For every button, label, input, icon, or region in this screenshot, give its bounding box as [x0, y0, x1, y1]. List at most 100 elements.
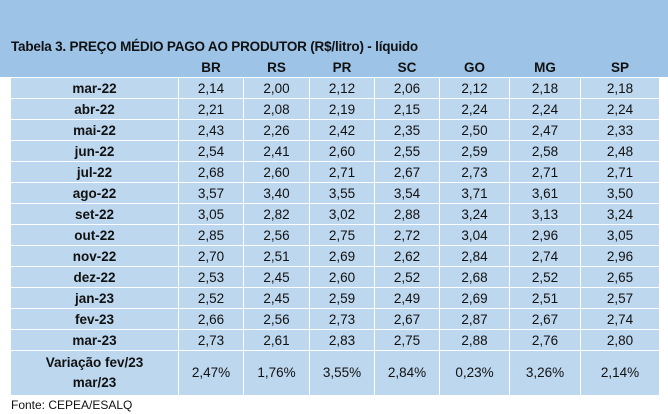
price-cell: 2,73 [178, 329, 244, 351]
price-cell: 2,83 [309, 329, 375, 351]
price-cell: 2,87 [439, 308, 510, 330]
price-cell: 3,05 [580, 224, 660, 246]
price-cell: 2,75 [309, 224, 375, 246]
row-label: out-22 [10, 224, 179, 246]
price-cell: 2,88 [439, 329, 510, 351]
price-cell: 3,04 [439, 224, 510, 246]
column-header-br: BR [201, 60, 221, 75]
price-cell: 2,67 [509, 308, 581, 330]
price-table: BR RS PR SC GO MG SP mar-22 2,14 2,00 2,12 2,06 2,1… [10, 58, 660, 396]
price-cell: 2,72 [374, 224, 440, 246]
price-cell: 2,12 [439, 77, 510, 99]
price-cell: 2,68 [439, 266, 510, 288]
price-cell: 2,41 [243, 140, 310, 162]
column-header-sc: SC [397, 60, 417, 75]
row-label: jul-22 [10, 161, 179, 183]
table-row: set-22 3,05 2,82 3,02 2,88 3,24 3,13 3,24 [10, 203, 660, 225]
price-cell: 2,21 [178, 98, 244, 120]
table-row: jun-22 2,54 2,41 2,60 2,55 2,59 2,58 2,48 [10, 140, 660, 162]
table-row: out-22 2,85 2,56 2,75 2,72 3,04 2,96 3,05 [10, 224, 660, 246]
price-cell: 2,26 [243, 119, 310, 141]
price-cell: 2,71 [509, 161, 581, 183]
price-cell: 2,88 [374, 203, 440, 225]
price-cell: 2,33 [580, 119, 660, 141]
price-cell: 2,65 [580, 266, 660, 288]
price-cell: 2,43 [178, 119, 244, 141]
price-cell: 2,45 [243, 287, 310, 309]
row-label: mar-22 [10, 77, 179, 99]
price-cell: 2,76 [509, 329, 581, 351]
row-label: jan-23 [10, 287, 179, 309]
variation-row: Variação fev/23 mar/23 2,47% 1,76% 3,55% 2,84… [10, 350, 660, 396]
table-row: mar-23 2,73 2,61 2,83 2,75 2,88 2,76 2,80 [10, 329, 660, 351]
price-cell: 3,55 [309, 182, 375, 204]
price-cell: 3,02 [309, 203, 375, 225]
price-cell: 2,60 [309, 266, 375, 288]
price-cell: 2,67 [374, 161, 440, 183]
table-row: mar-22 2,14 2,00 2,12 2,06 2,12 2,18 2,18 [10, 77, 660, 99]
price-cell: 2,59 [309, 287, 375, 309]
price-cell: 2,19 [309, 98, 375, 120]
column-header-pr: PR [332, 60, 352, 75]
price-cell: 2,85 [178, 224, 244, 246]
price-cell: 2,62 [374, 245, 440, 267]
price-cell: 2,57 [580, 287, 660, 309]
price-cell: 2,69 [309, 245, 375, 267]
price-cell: 2,60 [243, 161, 310, 183]
row-label: ago-22 [10, 182, 179, 204]
table-row: jan-23 2,52 2,45 2,59 2,49 2,69 2,51 2,57 [10, 287, 660, 309]
price-cell: 3,05 [178, 203, 244, 225]
price-cell: 2,66 [178, 308, 244, 330]
row-label: mai-22 [10, 119, 179, 141]
table-row: fev-23 2,66 2,56 2,73 2,67 2,87 2,67 2,74 [10, 308, 660, 330]
price-cell: 3,50 [580, 182, 660, 204]
column-header-sp: SP [610, 60, 629, 75]
price-cell: 2,52 [178, 287, 244, 309]
price-cell: 2,55 [374, 140, 440, 162]
column-header-go: GO [463, 60, 485, 75]
price-cell: 2,52 [509, 266, 581, 288]
price-cell: 2,67 [374, 308, 440, 330]
price-cell: 2,54 [178, 140, 244, 162]
price-cell: 2,45 [243, 266, 310, 288]
variation-cell: 2,47% [178, 350, 244, 396]
price-cell: 2,84 [439, 245, 510, 267]
variation-cell: 2,14% [580, 350, 660, 396]
table-row: mai-22 2,43 2,26 2,42 2,35 2,50 2,47 2,33 [10, 119, 660, 141]
row-label: abr-22 [10, 98, 179, 120]
header-row: BR RS PR SC GO MG SP [11, 58, 660, 78]
table-row: jul-22 2,68 2,60 2,71 2,67 2,73 2,71 2,71 [10, 161, 660, 183]
price-cell: 2,24 [580, 98, 660, 120]
price-cell: 2,06 [374, 77, 440, 99]
row-label: jun-22 [10, 140, 179, 162]
price-cell: 2,53 [178, 266, 244, 288]
variation-cell: 0,23% [439, 350, 510, 396]
price-cell: 2,18 [509, 77, 581, 99]
row-label: set-22 [10, 203, 179, 225]
price-cell: 3,24 [580, 203, 660, 225]
price-cell: 2,69 [439, 287, 510, 309]
price-cell: 3,61 [509, 182, 581, 204]
price-cell: 2,15 [374, 98, 440, 120]
price-cell: 2,61 [243, 329, 310, 351]
price-cell: 2,56 [243, 308, 310, 330]
price-cell: 2,71 [309, 161, 375, 183]
variation-cell: 3,55% [309, 350, 375, 396]
price-cell: 2,74 [509, 245, 581, 267]
price-cell: 2,60 [309, 140, 375, 162]
variation-cell: 2,84% [374, 350, 440, 396]
price-cell: 3,13 [509, 203, 581, 225]
column-header-rs: RS [267, 60, 286, 75]
variation-label-line2: mar/23 [72, 375, 117, 390]
price-cell: 2,56 [243, 224, 310, 246]
price-cell: 3,40 [243, 182, 310, 204]
price-cell: 3,54 [374, 182, 440, 204]
price-cell: 2,14 [178, 77, 244, 99]
price-cell: 2,42 [309, 119, 375, 141]
price-cell: 3,71 [439, 182, 510, 204]
price-cell: 2,24 [509, 98, 581, 120]
variation-cell: 3,26% [509, 350, 581, 396]
header-band [0, 0, 668, 77]
row-label: mar-23 [10, 329, 179, 351]
price-cell: 2,58 [509, 140, 581, 162]
